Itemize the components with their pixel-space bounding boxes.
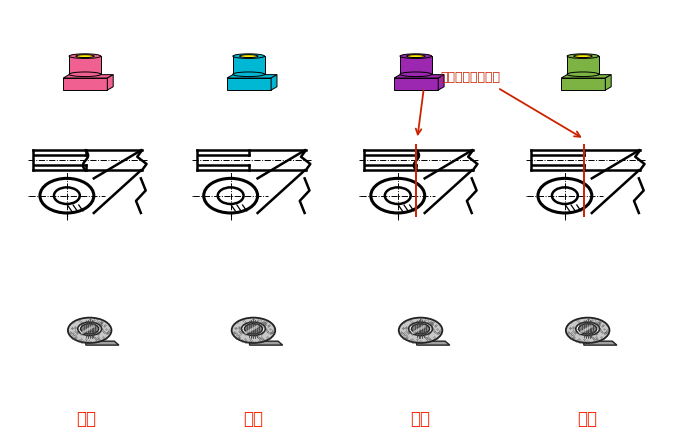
Ellipse shape: [400, 73, 432, 77]
Text: 相切: 相切: [578, 409, 598, 427]
Polygon shape: [584, 342, 617, 345]
Polygon shape: [63, 76, 113, 79]
Polygon shape: [561, 79, 605, 91]
Ellipse shape: [78, 322, 102, 336]
Polygon shape: [107, 76, 113, 91]
Ellipse shape: [412, 324, 429, 334]
Ellipse shape: [245, 324, 262, 334]
Polygon shape: [567, 57, 599, 75]
Polygon shape: [227, 79, 271, 91]
Ellipse shape: [81, 324, 98, 334]
Text: 相切: 相切: [243, 409, 264, 427]
Text: 从这点开始有曲线: 从这点开始有曲线: [441, 71, 501, 84]
Ellipse shape: [574, 56, 592, 59]
Ellipse shape: [233, 55, 265, 59]
Ellipse shape: [399, 318, 442, 343]
Ellipse shape: [69, 73, 101, 77]
Ellipse shape: [567, 55, 599, 59]
Ellipse shape: [76, 56, 94, 59]
Polygon shape: [69, 57, 101, 75]
Ellipse shape: [408, 322, 433, 336]
Polygon shape: [400, 57, 432, 75]
Ellipse shape: [566, 318, 609, 343]
Ellipse shape: [567, 73, 599, 77]
Ellipse shape: [239, 56, 258, 59]
Polygon shape: [86, 342, 119, 345]
Polygon shape: [249, 342, 282, 345]
Ellipse shape: [400, 55, 432, 59]
Ellipse shape: [241, 322, 266, 336]
Polygon shape: [438, 76, 444, 91]
Polygon shape: [233, 57, 265, 75]
Polygon shape: [271, 76, 277, 91]
Polygon shape: [561, 76, 611, 79]
Ellipse shape: [233, 73, 265, 77]
Polygon shape: [227, 76, 277, 79]
Polygon shape: [63, 79, 107, 91]
Text: 相交: 相交: [76, 409, 96, 427]
Ellipse shape: [69, 55, 101, 59]
Polygon shape: [605, 76, 611, 91]
Polygon shape: [394, 79, 438, 91]
Ellipse shape: [232, 318, 275, 343]
Text: 相交: 相交: [410, 409, 431, 427]
Ellipse shape: [576, 322, 600, 336]
Polygon shape: [394, 76, 444, 79]
Ellipse shape: [68, 318, 111, 343]
Polygon shape: [417, 342, 450, 345]
Ellipse shape: [579, 324, 596, 334]
Ellipse shape: [406, 56, 425, 59]
